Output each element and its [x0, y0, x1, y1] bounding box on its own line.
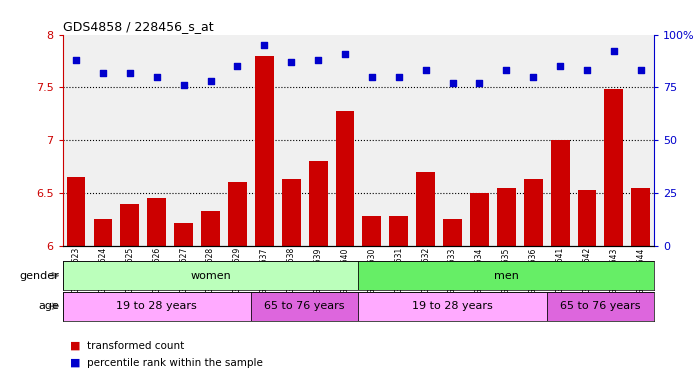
Text: men: men — [494, 270, 519, 281]
Bar — [546, 292, 654, 321]
Point — [285, 59, 296, 65]
Bar — [335, 111, 354, 246]
Bar — [358, 261, 654, 290]
Bar — [389, 216, 408, 246]
Bar — [551, 140, 569, 246]
Text: 65 to 76 years: 65 to 76 years — [560, 301, 641, 311]
Bar — [148, 198, 166, 246]
Bar — [416, 172, 435, 246]
Text: age: age — [38, 301, 59, 311]
Bar — [174, 223, 193, 246]
Bar — [470, 193, 489, 246]
Point — [178, 82, 189, 88]
Bar — [63, 292, 251, 321]
Point — [97, 70, 109, 76]
Point — [608, 48, 619, 55]
Bar — [363, 216, 381, 246]
Point — [313, 57, 324, 63]
Bar — [228, 182, 247, 246]
Bar — [524, 179, 543, 246]
Text: ■: ■ — [70, 358, 80, 368]
Bar — [255, 56, 274, 246]
Text: women: women — [190, 270, 231, 281]
Point — [125, 70, 136, 76]
Point — [259, 42, 270, 48]
Point — [501, 68, 512, 74]
Bar — [67, 177, 86, 246]
Bar — [578, 190, 596, 246]
Bar — [358, 292, 546, 321]
Text: gender: gender — [19, 270, 59, 281]
Text: ■: ■ — [70, 341, 80, 351]
Point — [340, 51, 351, 57]
Point — [366, 74, 377, 80]
Point — [70, 57, 81, 63]
Bar — [631, 188, 650, 246]
Text: 19 to 28 years: 19 to 28 years — [116, 301, 197, 311]
Bar — [93, 219, 112, 246]
Bar — [605, 89, 624, 246]
Point — [151, 74, 162, 80]
Text: percentile rank within the sample: percentile rank within the sample — [87, 358, 263, 368]
Point — [635, 68, 647, 74]
Text: 19 to 28 years: 19 to 28 years — [412, 301, 493, 311]
Point — [474, 80, 485, 86]
Text: transformed count: transformed count — [87, 341, 184, 351]
Point — [447, 80, 458, 86]
Text: 65 to 76 years: 65 to 76 years — [264, 301, 345, 311]
Bar — [443, 219, 462, 246]
Point — [232, 63, 243, 70]
Point — [205, 78, 216, 84]
Bar — [120, 204, 139, 246]
Bar — [497, 188, 516, 246]
Point — [420, 68, 432, 74]
Point — [581, 68, 592, 74]
Bar — [251, 292, 358, 321]
Point — [393, 74, 404, 80]
Bar — [63, 261, 358, 290]
Bar — [309, 161, 328, 246]
Bar — [201, 211, 220, 246]
Point — [528, 74, 539, 80]
Point — [555, 63, 566, 70]
Text: GDS4858 / 228456_s_at: GDS4858 / 228456_s_at — [63, 20, 213, 33]
Bar — [282, 179, 301, 246]
